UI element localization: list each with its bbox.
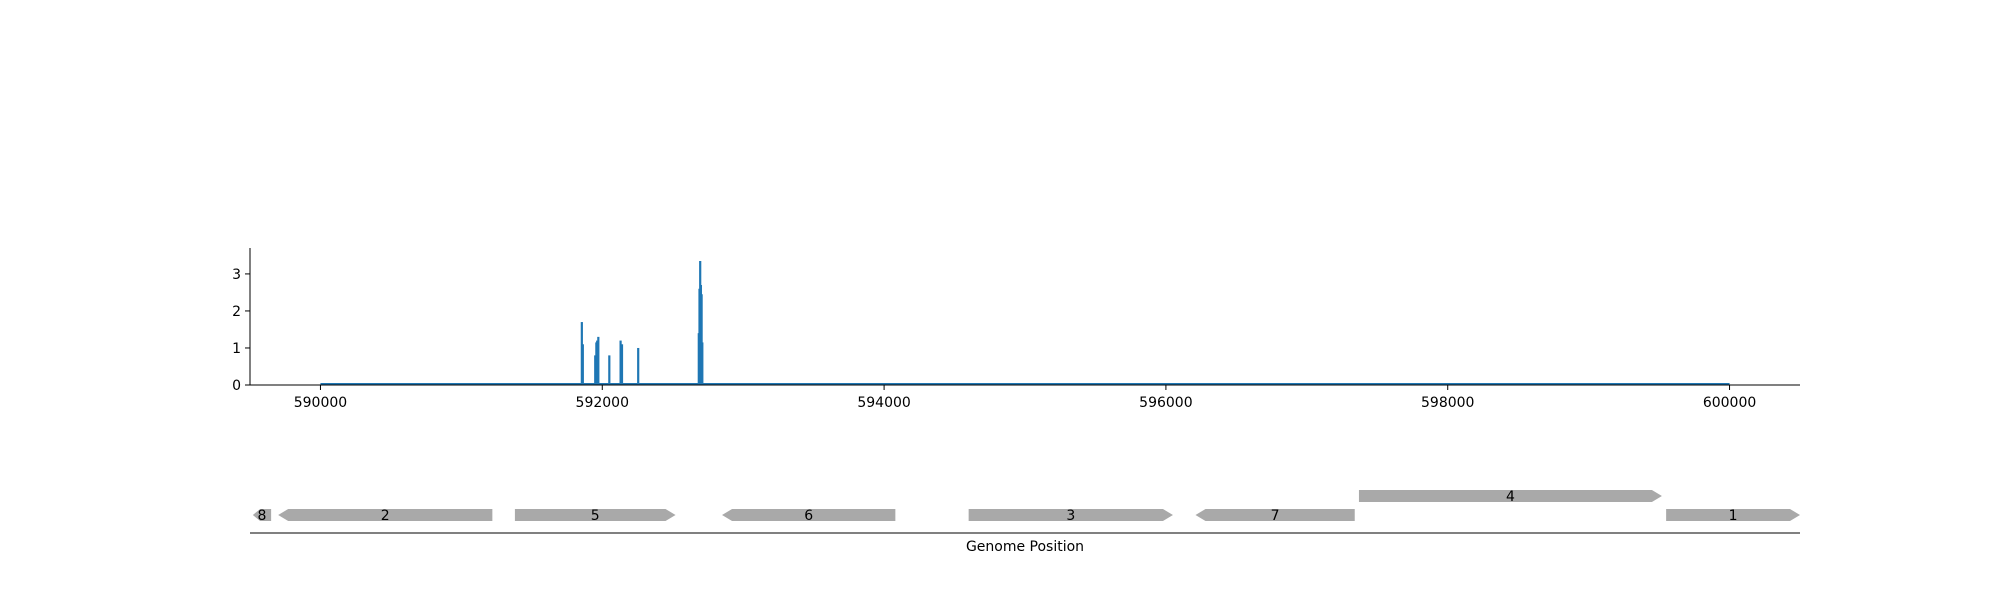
gene-label-3: 3 [1066,508,1075,524]
gene-arrow-4 [1358,490,1662,502]
x-tick-label: 594000 [857,395,910,411]
gene-label-1: 1 [1729,508,1738,524]
gene-arrow-5 [514,509,676,521]
coverage-plot: 0 1 2 3 590000 592000 594000 596000 598000 60000… [232,248,1800,411]
gene-label-5: 5 [591,508,600,524]
gene-arrow-2 [278,509,493,521]
x-tick-label: 598000 [1421,395,1474,411]
gene-label-7: 7 [1271,508,1280,524]
x-tick-label: 590000 [294,395,347,411]
y-tick-label: 2 [232,304,241,320]
gene-arrow-1 [1666,509,1800,521]
x-tick-label: 600000 [1703,395,1756,411]
gene-arrow-8 [252,509,272,521]
gene-track-xlabel: Genome Position [966,539,1084,555]
x-axis-ticks: 590000 592000 594000 596000 598000 600000 [294,385,1756,411]
x-tick-label: 592000 [576,395,629,411]
coverage-bars [580,260,704,385]
gene-arrow-3 [968,509,1173,521]
y-tick-label: 3 [232,267,241,283]
y-tick-label: 1 [232,341,241,357]
gene-label-6: 6 [804,508,813,524]
gene-arrow-7 [1195,509,1355,521]
y-axis-ticks: 0 1 2 3 [232,267,250,394]
gene-label-8: 8 [258,508,267,524]
gene-track: 8 2 5 6 3 7 4 1 Genome Position [250,489,1800,555]
gene-label-4: 4 [1506,489,1515,505]
y-tick-label: 0 [232,378,241,394]
x-tick-label: 596000 [1139,395,1192,411]
gene-label-2: 2 [381,508,390,524]
gene-arrows: 8 2 5 6 3 7 4 1 [252,489,1800,524]
gene-arrow-6 [722,509,896,521]
